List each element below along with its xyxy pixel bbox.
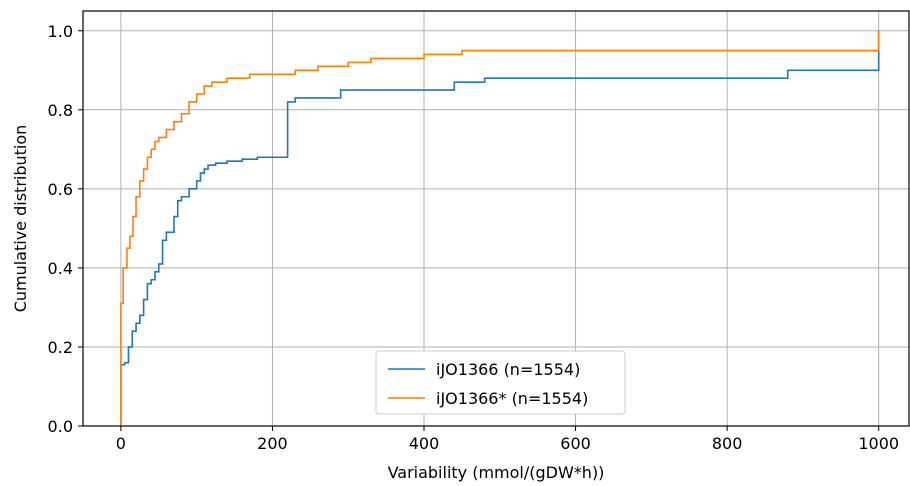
y-tick-label: 0.0 bbox=[48, 417, 73, 436]
y-tick-label: 0.6 bbox=[48, 180, 73, 199]
y-tick-label: 0.2 bbox=[48, 338, 73, 357]
series-group bbox=[120, 30, 880, 426]
x-tick-label: 1000 bbox=[858, 434, 899, 453]
x-tick-label: 600 bbox=[560, 434, 591, 453]
legend: iJO1366 (n=1554) iJO1366* (n=1554) bbox=[375, 350, 626, 415]
legend-label-series-2: iJO1366* (n=1554) bbox=[436, 389, 588, 408]
x-tick-label: 0 bbox=[116, 434, 126, 453]
series-line-2 bbox=[120, 30, 880, 426]
legend-box bbox=[375, 350, 626, 415]
plot-frame bbox=[82, 10, 910, 427]
y-tick-label: 0.4 bbox=[48, 259, 73, 278]
y-axis-label: Cumulative distribution bbox=[11, 125, 30, 313]
x-axis-label: Variability (mmol/(gDW*h)) bbox=[388, 463, 605, 482]
y-tick-label: 0.8 bbox=[48, 101, 73, 120]
y-tick-label: 1.0 bbox=[48, 22, 73, 41]
axis-ticks: 0 200 400 600 800 1000 0.0 0.2 0.4 0.6 0.8 1.0 bbox=[48, 22, 900, 453]
legend-label-series-1: iJO1366 (n=1554) bbox=[436, 360, 580, 379]
x-tick-label: 800 bbox=[712, 434, 743, 453]
series-line-1 bbox=[120, 30, 880, 426]
x-tick-label: 400 bbox=[409, 434, 440, 453]
x-tick-label: 200 bbox=[257, 434, 288, 453]
